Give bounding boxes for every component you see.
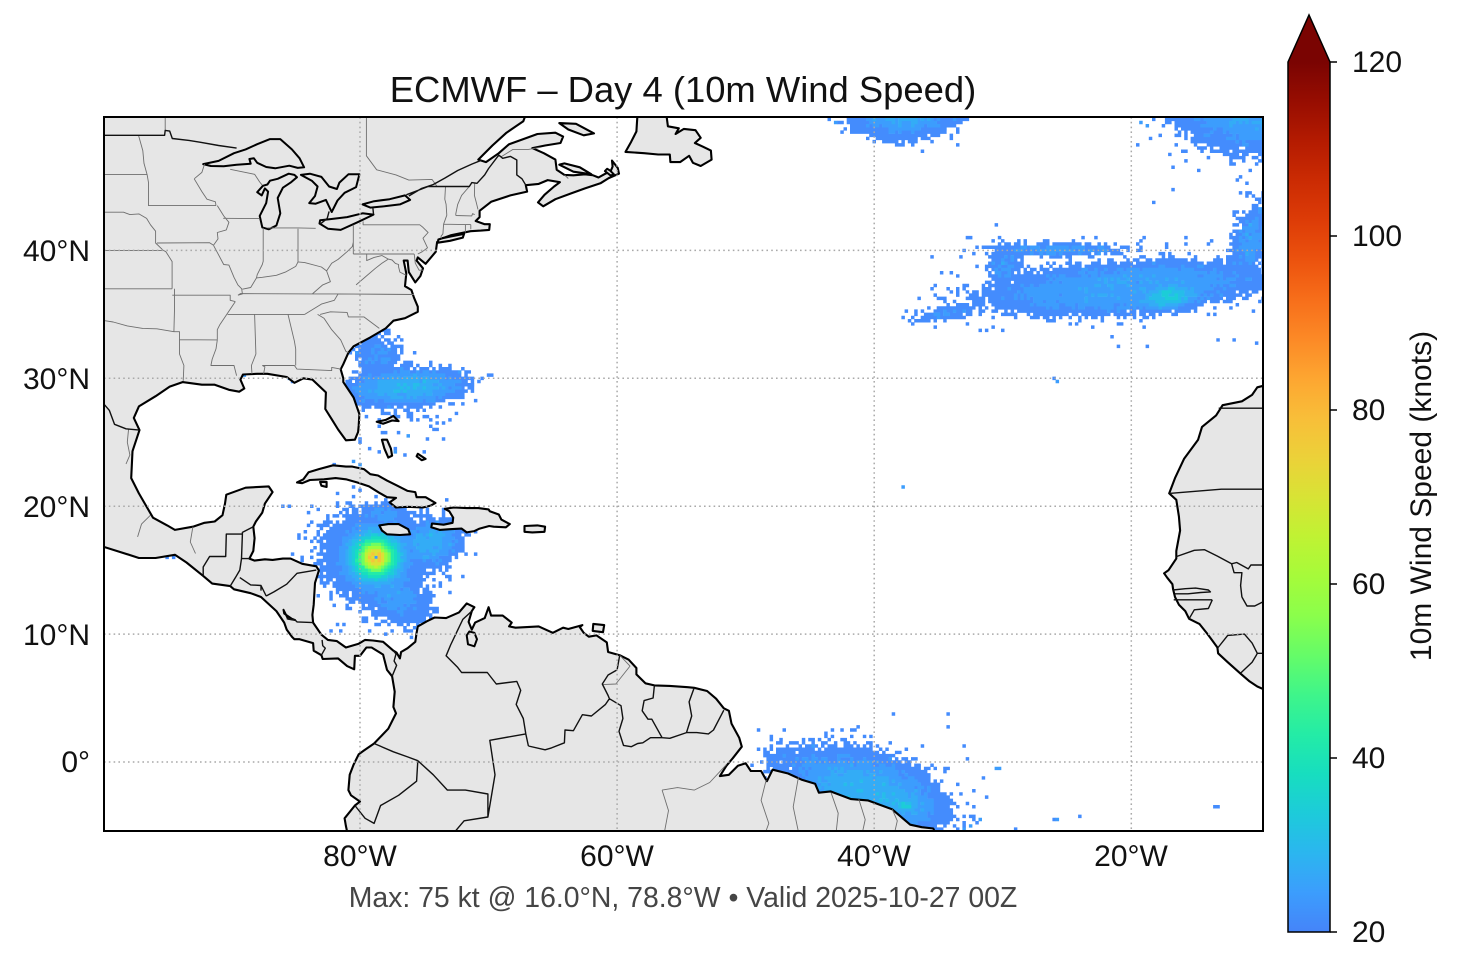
- svg-text:30°N: 30°N: [23, 363, 90, 396]
- svg-text:ECMWF – Day 4 (10m Wind Speed): ECMWF – Day 4 (10m Wind Speed): [390, 69, 976, 110]
- svg-text:80°W: 80°W: [323, 840, 397, 873]
- svg-text:Max: 75 kt @ 16.0°N, 78.8°W •: Max: 75 kt @ 16.0°N, 78.8°W • Valid 2025…: [349, 882, 1018, 914]
- svg-text:40°W: 40°W: [837, 840, 911, 873]
- svg-text:40°N: 40°N: [23, 235, 90, 268]
- svg-text:100: 100: [1352, 220, 1402, 253]
- svg-text:20°W: 20°W: [1094, 840, 1168, 873]
- svg-text:20: 20: [1352, 916, 1385, 949]
- svg-text:80: 80: [1352, 394, 1385, 427]
- svg-text:60: 60: [1352, 568, 1385, 601]
- svg-text:10m Wind Speed (knots): 10m Wind Speed (knots): [1405, 331, 1438, 661]
- svg-text:120: 120: [1352, 46, 1402, 79]
- svg-text:0°: 0°: [61, 746, 90, 779]
- svg-text:10°N: 10°N: [23, 619, 90, 652]
- svg-text:40: 40: [1352, 742, 1385, 775]
- svg-text:20°N: 20°N: [23, 491, 90, 524]
- svg-text:60°W: 60°W: [580, 840, 654, 873]
